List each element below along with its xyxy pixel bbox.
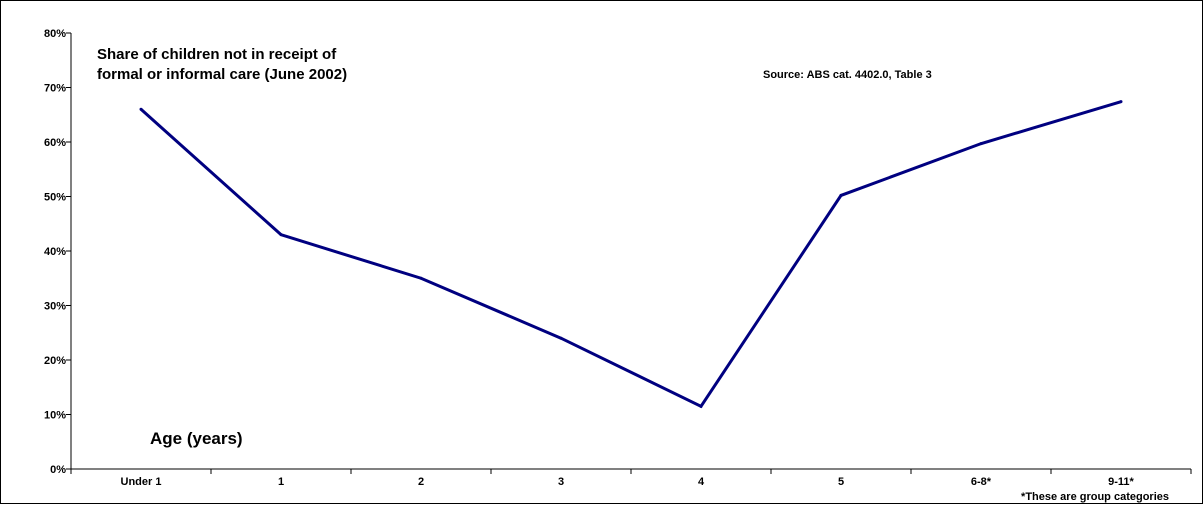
x-tick-label: 4 xyxy=(698,476,705,488)
x-tick-label: 5 xyxy=(838,476,844,488)
data-point xyxy=(700,405,703,408)
x-tick-label: 9-11* xyxy=(1108,476,1134,488)
y-axis-ticks: 0% 10% 20% 30% 40% 50% 60% 70% 80% xyxy=(44,28,71,476)
x-tick-label: 1 xyxy=(278,476,284,488)
chart-title-line-1: Share of children not in receipt of xyxy=(97,46,337,63)
axes xyxy=(71,33,1191,469)
y-tick-label: 80% xyxy=(44,28,66,40)
y-tick-label: 50% xyxy=(44,192,66,204)
x-axis-label: Age (years) xyxy=(150,429,243,448)
x-tick-label: 2 xyxy=(418,476,424,488)
y-tick-label: 70% xyxy=(44,83,66,95)
y-tick-label: 30% xyxy=(44,301,66,313)
series-line xyxy=(141,102,1121,407)
source-note: Source: ABS cat. 4402.0, Table 3 xyxy=(763,69,932,81)
chart-title-line-2: formal or informal care (June 2002) xyxy=(97,66,347,83)
y-tick-label: 10% xyxy=(44,410,66,422)
y-tick-label: 40% xyxy=(44,246,66,258)
y-tick-label: 60% xyxy=(44,137,66,149)
data-point xyxy=(1120,100,1123,103)
x-tick-label: 6-8* xyxy=(971,476,992,488)
data-point xyxy=(560,337,563,340)
y-tick-label: 0% xyxy=(50,464,66,476)
data-point xyxy=(980,142,983,145)
y-tick-label: 20% xyxy=(44,355,66,367)
data-point xyxy=(840,194,843,197)
data-point xyxy=(280,233,283,236)
x-axis-ticks: Under 1 1 2 3 4 5 6-8* 9-11* xyxy=(71,469,1191,488)
series-layer xyxy=(140,100,1123,408)
x-tick-label: Under 1 xyxy=(121,476,162,488)
x-tick-label: 3 xyxy=(558,476,564,488)
data-point xyxy=(140,108,143,111)
footnote: *These are group categories xyxy=(1021,491,1169,503)
data-point xyxy=(420,277,423,280)
